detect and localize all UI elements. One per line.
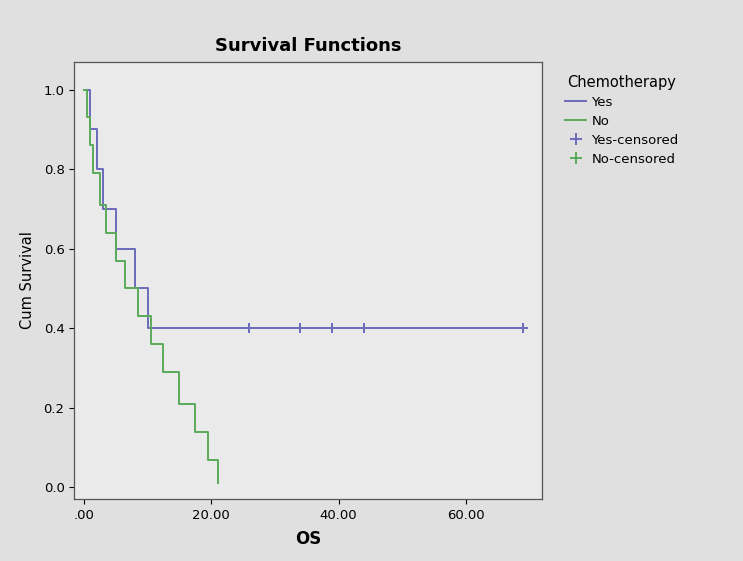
- Y-axis label: Cum Survival: Cum Survival: [20, 232, 35, 329]
- Legend: Yes, No, Yes-censored, No-censored: Yes, No, Yes-censored, No-censored: [558, 68, 685, 172]
- X-axis label: OS: OS: [295, 530, 322, 548]
- Title: Survival Functions: Survival Functions: [215, 36, 402, 54]
